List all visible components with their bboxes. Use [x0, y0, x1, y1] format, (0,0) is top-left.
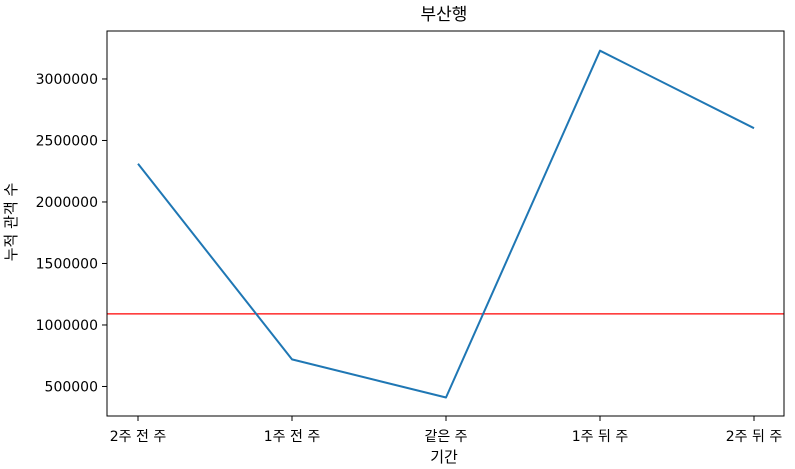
y-axis-label: 누적 관객 수 [2, 183, 20, 262]
x-tick-label: 1주 뒤 주 [572, 429, 629, 445]
x-axis-label: 기간 [430, 448, 458, 466]
y-tick-label: 1000000 [36, 318, 98, 334]
y-axis: 500000 1000000 1500000 2000000 2500000 300000… [36, 72, 107, 395]
x-tick-label: 2주 전 주 [110, 429, 167, 445]
x-tick-label: 같은 주 [424, 429, 467, 445]
x-tick-label: 1주 전 주 [264, 429, 321, 445]
plot-frame [106, 30, 785, 417]
series-line [137, 49, 755, 399]
plot-area [107, 49, 784, 399]
y-tick-label: 3000000 [36, 72, 98, 88]
chart-title: 부산행 [421, 5, 468, 25]
y-tick-label: 2500000 [36, 133, 98, 149]
x-axis: 2주 전 주 1주 전 주 같은 주 1주 뒤 주 2주 뒤 주 [110, 416, 783, 445]
y-tick-label: 2000000 [36, 195, 98, 211]
x-tick-label: 2주 뒤 주 [726, 429, 783, 445]
y-tick-label: 500000 [45, 379, 98, 395]
y-tick-label: 1500000 [36, 256, 98, 272]
